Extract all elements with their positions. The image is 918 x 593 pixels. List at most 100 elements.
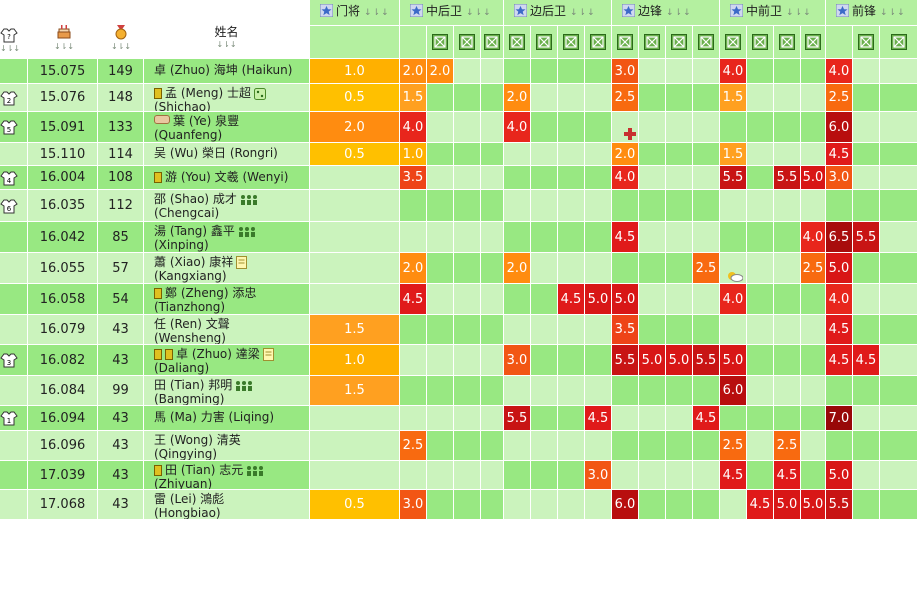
player-name-line1[interactable]: 湯 (Tang) 鑫平 [154, 224, 309, 238]
group-header-gk[interactable]: 门将 ↓⇂↓ [310, 0, 400, 26]
subcol-header-cm-2[interactable] [774, 26, 801, 59]
sort-arrows-icon[interactable]: ↓⇂↓ [364, 8, 390, 18]
player-name-line1[interactable]: 葉 (Ye) 泉豐 [154, 114, 309, 128]
sort-arrows-icon[interactable]: ↓⇂↓ [216, 40, 237, 49]
player-value: 16.084 [39, 383, 86, 398]
player-name-cell[interactable]: 游 (You) 文羲 (Wenyi) [144, 166, 310, 190]
player-name-cell[interactable]: 王 (Wong) 清英 (Qingying) [144, 431, 310, 461]
player-name-cell[interactable]: 卓 (Zhuo) 海坤 (Haikun) [144, 59, 310, 84]
rating-cell-fb [585, 166, 612, 190]
player-name-cell[interactable]: 蕭 (Xiao) 康祥 (Kangxiang) [144, 253, 310, 284]
player-name-cell[interactable]: 任 (Ren) 文聲 (Wensheng) [144, 315, 310, 345]
sort-arrows-icon[interactable]: ↓⇂↓ [666, 8, 692, 18]
player-name[interactable]: 葉 (Ye) 泉豐 [173, 114, 240, 128]
player-name[interactable]: 游 (You) 文羲 (Wenyi) [165, 170, 289, 184]
player-name-cell[interactable]: 田 (Tian) 邦明 (Bangming) [144, 376, 310, 406]
player-name[interactable]: 鄭 (Zheng) 添忠 [165, 286, 257, 300]
group-header-cm[interactable]: 中前卫 ↓⇂↓ [720, 0, 826, 26]
rating-value: 5.0 [828, 468, 850, 483]
player-name-line1[interactable]: 邵 (Shao) 成才 [154, 192, 309, 206]
player-name-line1[interactable]: 卓 (Zhuo) 達梁 [154, 347, 309, 361]
name-header[interactable]: 姓名 ↓⇂↓ [144, 0, 310, 59]
group-header-cb[interactable]: 中后卫 ↓⇂↓ [400, 0, 504, 26]
subcol-header-cm-1[interactable] [747, 26, 774, 59]
player-name-cell[interactable]: 邵 (Shao) 成才 (Chengcai) [144, 190, 310, 222]
player-name[interactable]: 馬 (Ma) 力害 (Liqing) [154, 410, 275, 424]
subcol-header-cb-0[interactable] [400, 26, 427, 59]
subcol-header-wg-0[interactable] [612, 26, 639, 59]
player-name[interactable]: 吴 (Wu) 榮日 (Rongri) [154, 146, 278, 160]
player-name-line1[interactable]: 任 (Ren) 文聲 [154, 317, 309, 331]
age-header[interactable]: ↓⇂↓ [98, 0, 144, 59]
player-name[interactable]: 雷 (Lei) 鴻彪 [154, 492, 225, 506]
player-name-pinyin: (Wensheng) [154, 331, 226, 345]
group-header-fb[interactable]: 边后卫 ↓⇂↓ [504, 0, 612, 26]
rating-cell-cm: 4.0 [801, 222, 826, 253]
player-name-cell[interactable]: 湯 (Tang) 鑫平 (Xinping) [144, 222, 310, 253]
player-name-line1[interactable]: 孟 (Meng) 士超 [154, 86, 309, 100]
rating-cell-cm [774, 253, 801, 284]
player-name-line1[interactable]: 雷 (Lei) 鴻彪 [154, 492, 309, 506]
player-name[interactable]: 卓 (Zhuo) 海坤 (Haikun) [154, 63, 293, 77]
player-name-line1[interactable]: 王 (Wong) 清英 [154, 433, 309, 447]
rating-cell-wg [666, 490, 693, 520]
subcol-header-cm-3[interactable] [801, 26, 826, 59]
player-name-line1[interactable]: 卓 (Zhuo) 海坤 (Haikun) [154, 59, 309, 82]
player-value: 16.042 [39, 230, 86, 245]
subcol-header-cb-3[interactable] [481, 26, 504, 59]
subcol-header-fb-0[interactable] [504, 26, 531, 59]
player-name[interactable]: 任 (Ren) 文聲 [154, 317, 230, 331]
rating-cell-fb [558, 84, 585, 112]
subcol-header-wg-3[interactable] [693, 26, 720, 59]
age-cell: 43 [98, 315, 144, 345]
player-name[interactable]: 湯 (Tang) 鑫平 [154, 224, 235, 238]
subcol-header-cm-0[interactable] [720, 26, 747, 59]
rating-cell-cb [481, 143, 504, 166]
player-name-cell[interactable]: 鄭 (Zheng) 添忠 (Tianzhong) [144, 284, 310, 315]
player-name[interactable]: 孟 (Meng) 士超 [165, 86, 251, 100]
subcol-header-fb-1[interactable] [531, 26, 558, 59]
player-name-line1[interactable]: 吴 (Wu) 榮日 (Rongri) [154, 143, 309, 164]
player-name-cell[interactable]: 葉 (Ye) 泉豐 (Quanfeng) [144, 112, 310, 143]
player-name-line1[interactable]: 馬 (Ma) 力害 (Liqing) [154, 406, 309, 429]
sort-arrows-icon[interactable]: ↓⇂↓ [786, 8, 812, 18]
player-name-cell[interactable]: 吴 (Wu) 榮日 (Rongri) [144, 143, 310, 166]
subcol-header-wg-2[interactable] [666, 26, 693, 59]
rating-cell-fw [853, 143, 880, 166]
player-name-line1[interactable]: 蕭 (Xiao) 康祥 [154, 255, 309, 269]
player-name-cell[interactable]: 馬 (Ma) 力害 (Liqing) [144, 406, 310, 431]
group-header-fw[interactable]: 前锋 ↓⇂↓ [826, 0, 918, 26]
subcol-header-fb-2[interactable] [558, 26, 585, 59]
rating-cell-cm [747, 406, 774, 431]
player-name-cell[interactable]: 孟 (Meng) 士超 (Shichao) [144, 84, 310, 112]
player-name-line1[interactable]: 鄭 (Zheng) 添忠 [154, 286, 309, 300]
player-name[interactable]: 田 (Tian) 志元 [165, 463, 244, 477]
player-name-cell[interactable]: 田 (Tian) 志元 (Zhiyuan) [144, 461, 310, 490]
player-name-line1[interactable]: 田 (Tian) 志元 [154, 463, 309, 477]
player-name-line1[interactable]: 游 (You) 文羲 (Wenyi) [154, 166, 309, 188]
player-name[interactable]: 田 (Tian) 邦明 [154, 378, 233, 392]
player-name-cell[interactable]: 卓 (Zhuo) 達梁 (Daliang) [144, 345, 310, 376]
sort-arrows-icon[interactable]: ↓⇂↓ [466, 8, 492, 18]
player-name[interactable]: 王 (Wong) 清英 [154, 433, 241, 447]
subcol-header-fw-1[interactable] [853, 26, 880, 59]
rating-value: 3.5 [614, 322, 636, 337]
player-name[interactable]: 邵 (Shao) 成才 [154, 192, 237, 206]
sort-arrows-icon[interactable]: ↓⇂↓ [570, 8, 596, 18]
rating-value: 5.0 [722, 353, 744, 368]
rating-cell-fb [585, 143, 612, 166]
player-name-line1[interactable]: 田 (Tian) 邦明 [154, 378, 309, 392]
subcol-header-cb-2[interactable] [454, 26, 481, 59]
subcol-header-fw-2[interactable] [880, 26, 918, 59]
subcol-header-fw-0[interactable] [826, 26, 853, 59]
subcol-header-wg-1[interactable] [639, 26, 666, 59]
rating-value: 3.0 [828, 170, 850, 185]
group-header-wg[interactable]: 边锋 ↓⇂↓ [612, 0, 720, 26]
subcol-header-cb-1[interactable] [427, 26, 454, 59]
value-header[interactable]: ↓⇂↓ [28, 0, 98, 59]
sort-arrows-icon[interactable]: ↓⇂↓ [880, 8, 906, 18]
player-name[interactable]: 蕭 (Xiao) 康祥 [154, 255, 234, 269]
subcol-header-fb-3[interactable] [585, 26, 612, 59]
player-name[interactable]: 卓 (Zhuo) 達梁 [176, 347, 260, 361]
player-name-cell[interactable]: 雷 (Lei) 鴻彪 (Hongbiao) [144, 490, 310, 520]
